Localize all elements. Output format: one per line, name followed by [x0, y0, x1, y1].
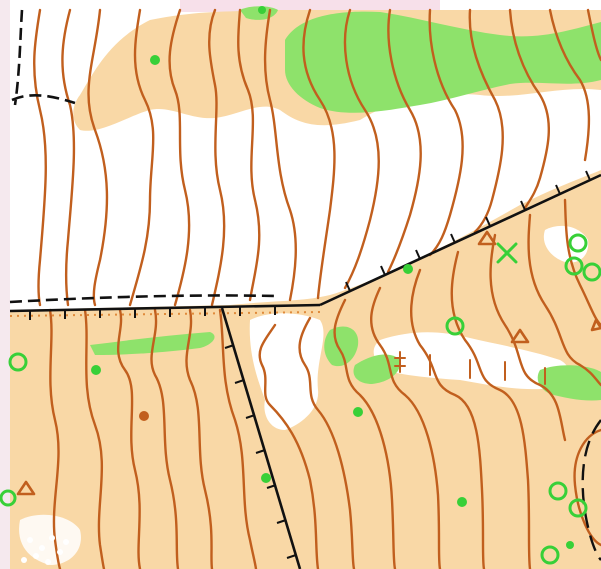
dotted-path [9, 311, 321, 317]
green-dot-features [91, 6, 574, 549]
left-edge-band [0, 0, 10, 569]
brown-dot-feature [139, 411, 149, 421]
contour-lines [33, 8, 601, 569]
green-circle-features [0, 233, 601, 565]
boundary-ticks [29, 170, 591, 559]
depression-ticks [394, 351, 546, 385]
dashed-track [9, 9, 276, 304]
dashed-boundary-bottom-right [581, 419, 601, 561]
green-cross-feature [496, 242, 518, 264]
brown-triangle-features [16, 230, 601, 496]
white-dots [21, 535, 69, 565]
boundary-fences [9, 173, 601, 569]
